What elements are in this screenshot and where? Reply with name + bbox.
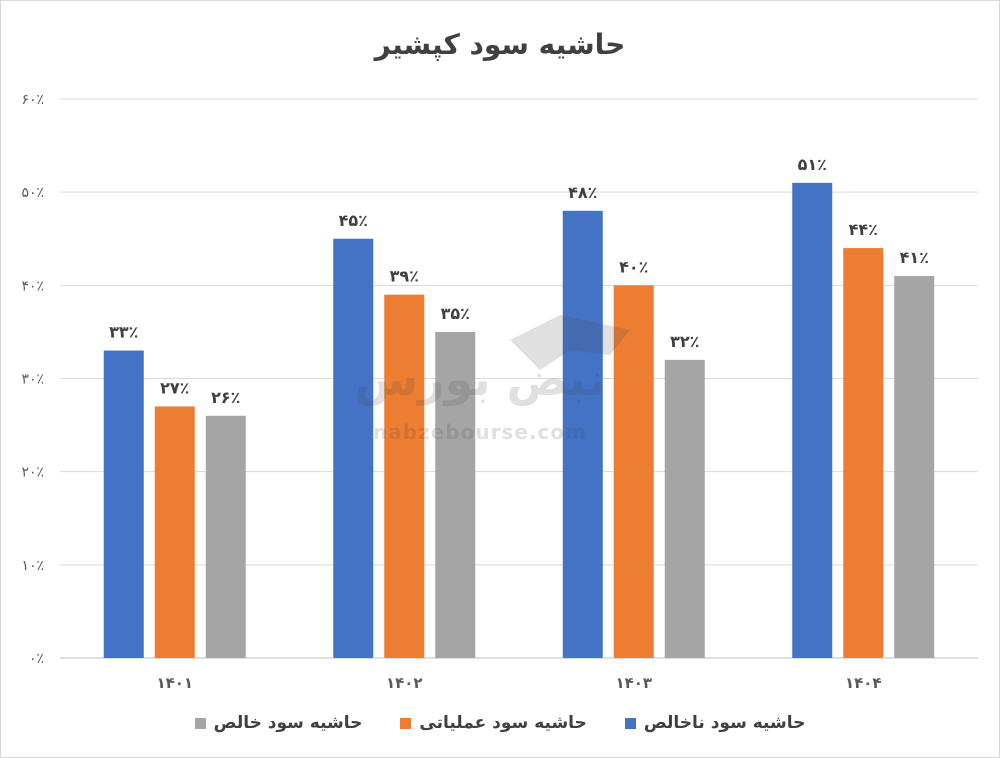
- legend-swatch: [194, 717, 206, 729]
- bar: [613, 285, 654, 658]
- x-tick-label: ۱۴۰۱: [156, 674, 193, 692]
- data-label: ۳۵٪: [441, 304, 470, 323]
- x-tick-label: ۱۴۰۳: [615, 674, 652, 692]
- bar: [435, 331, 476, 658]
- data-label: ۴۱٪: [900, 248, 929, 267]
- y-tick-label: ۱۰٪: [21, 558, 44, 574]
- bar: [205, 415, 246, 658]
- data-label: ۲۶٪: [211, 388, 240, 407]
- x-tick-label: ۱۴۰۴: [845, 674, 882, 692]
- data-label: ۴۵٪: [339, 211, 368, 230]
- legend: حاشیه سود خالص حاشیه سود عملیاتی حاشیه سود…: [0, 713, 1000, 733]
- data-label: ۴۴٪: [849, 220, 878, 239]
- y-tick-label: ۴۰٪: [21, 278, 44, 294]
- data-label: ۳۲٪: [670, 332, 699, 351]
- bar: [103, 350, 144, 658]
- legend-item: حاشیه سود ناخالص: [624, 713, 806, 733]
- data-label: ۲۷٪: [160, 378, 189, 397]
- y-tick-label: ۵۰٪: [21, 185, 44, 201]
- bar: [562, 210, 603, 659]
- data-label: ۵۱٪: [798, 155, 827, 174]
- legend-item: حاشیه سود خالص: [194, 713, 363, 733]
- bar: [792, 182, 833, 658]
- bar: [664, 359, 705, 658]
- bar: [154, 406, 195, 658]
- y-tick-label: ۲۰٪: [21, 465, 44, 481]
- y-tick-label: ۰٪: [29, 651, 44, 667]
- legend-label: حاشیه سود ناخالص: [643, 713, 806, 733]
- bar: [843, 248, 884, 659]
- bar: [384, 294, 425, 658]
- data-label: ۴۰٪: [619, 257, 648, 276]
- data-label: ۴۸٪: [568, 183, 597, 202]
- data-label: ۳۳٪: [109, 323, 138, 342]
- legend-swatch: [400, 717, 412, 729]
- bar: [333, 238, 374, 658]
- y-tick-label: ۳۰٪: [21, 372, 44, 388]
- legend-label: حاشیه سود خالص: [213, 713, 363, 733]
- chart-title: حاشیه سود کپشیر: [374, 28, 626, 61]
- legend-label: حاشیه سود عملیاتی: [419, 713, 587, 733]
- bar: [894, 276, 935, 658]
- legend-item: حاشیه سود عملیاتی: [400, 713, 587, 733]
- data-label: ۳۹٪: [390, 267, 419, 286]
- x-tick-label: ۱۴۰۲: [386, 674, 423, 692]
- legend-swatch: [624, 717, 636, 729]
- y-tick-label: ۶۰٪: [21, 92, 44, 108]
